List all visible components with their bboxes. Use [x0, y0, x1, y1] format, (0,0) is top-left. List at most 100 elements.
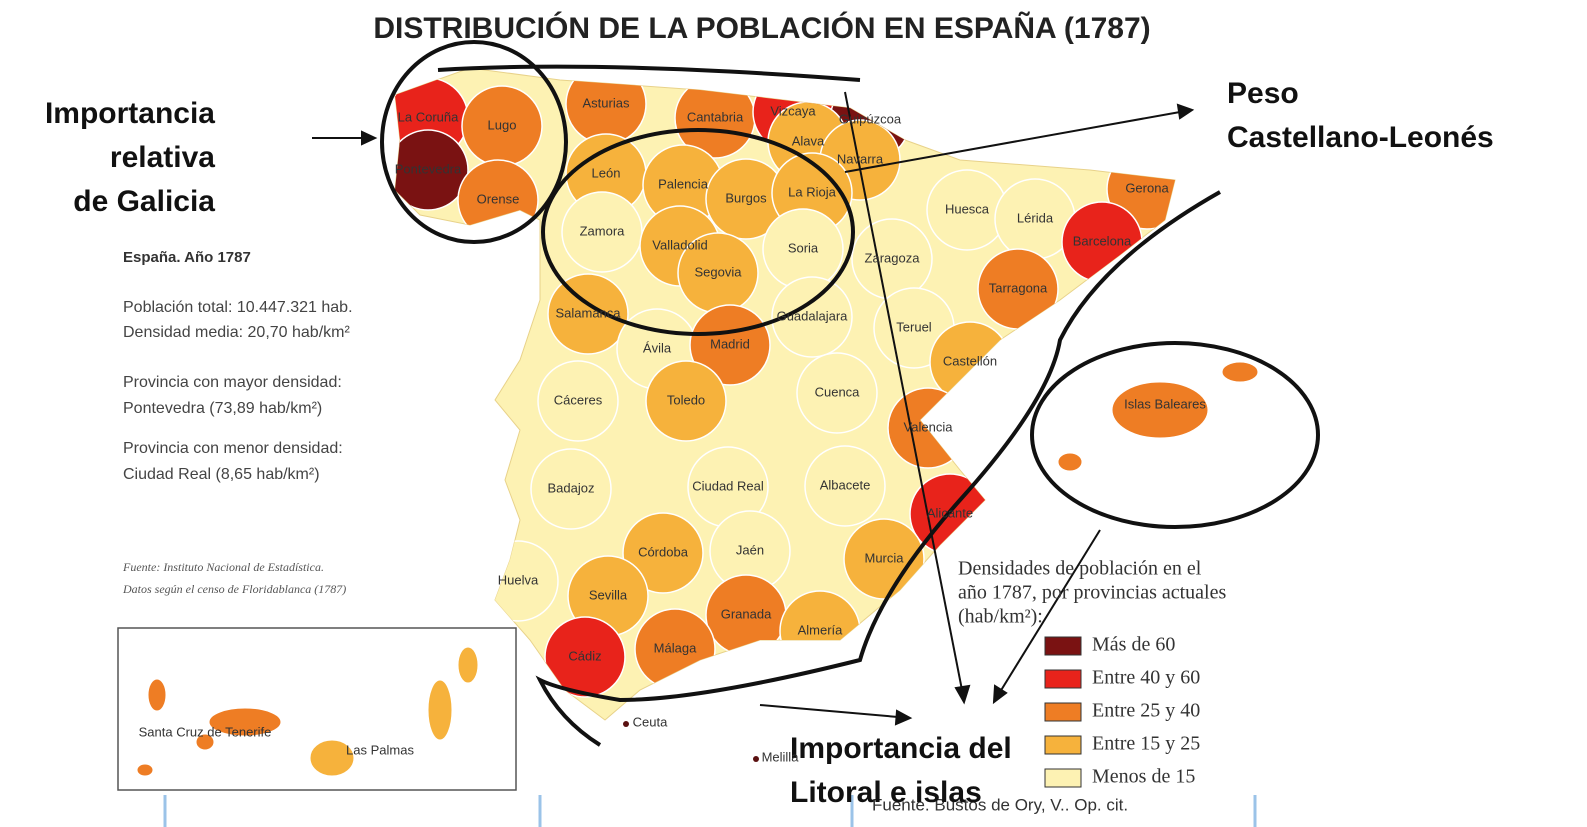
- province-label: Cuenca: [815, 384, 861, 399]
- annotation: Litoral e islas: [790, 776, 982, 809]
- legend-title: año 1787, por provincias actuales: [958, 582, 1226, 604]
- province-label: Gerona: [1125, 180, 1169, 195]
- province: [544, 616, 626, 698]
- canary-inset: [117, 627, 517, 791]
- coast-curve: [535, 190, 1221, 747]
- city-label: Melilla: [762, 749, 800, 764]
- legend-swatch: [1044, 735, 1082, 755]
- province: [771, 276, 853, 358]
- city-dot: [753, 756, 759, 762]
- province-label: Navarra: [837, 151, 884, 166]
- legend-label: Entre 40 y 60: [1092, 667, 1200, 689]
- footer: Fuente. Bustos de Ory, V.. Op. cit.: [872, 795, 1128, 814]
- title: DISTRIBUCIÓN DE LA POBLACIÓN EN ESPAÑA (…: [373, 11, 1150, 45]
- province-label: Murcia: [864, 550, 904, 565]
- arrows: [312, 91, 1195, 726]
- islands: [136, 361, 1259, 777]
- annotation-drawings: [380, 40, 1320, 747]
- province-label: Salamanca: [555, 305, 621, 320]
- info-line: Densidad media: 20,70 hab/km²: [123, 324, 350, 341]
- annotation: Peso: [1227, 77, 1299, 110]
- island: [1057, 452, 1083, 472]
- province-label: Cantabria: [687, 109, 744, 124]
- province-label: Zaragoza: [865, 250, 921, 265]
- legend-swatch: [1044, 702, 1082, 722]
- city-dot: [623, 721, 629, 727]
- province-label: Santa Cruz de Tenerife: [139, 724, 272, 739]
- province-label: Islas Baleares: [1124, 396, 1206, 411]
- province-label: Badajoz: [548, 480, 595, 495]
- island: [147, 678, 167, 712]
- province: [645, 360, 727, 442]
- province-label: Valladolid: [652, 237, 707, 252]
- arrow-head: [361, 130, 378, 146]
- castilla-circle: [541, 128, 855, 336]
- legend-swatch: [1044, 768, 1082, 788]
- city-label: Ceuta: [633, 714, 668, 729]
- province-label: Jaén: [736, 542, 764, 557]
- arrow-head: [954, 684, 971, 705]
- info-line: Pontevedra (73,89 hab/km²): [123, 400, 322, 417]
- province-label: León: [592, 165, 621, 180]
- province-label: Lugo: [488, 117, 517, 132]
- coast-line: [437, 64, 861, 82]
- legend-title: Densidades de población en el: [958, 558, 1202, 580]
- province-label: Palencia: [658, 176, 709, 191]
- arrow: [844, 91, 963, 691]
- island: [1111, 381, 1209, 439]
- annotation: relativa: [110, 141, 215, 174]
- legend-label: Más de 60: [1092, 634, 1175, 656]
- legend-swatch: [1044, 669, 1082, 689]
- island: [195, 733, 215, 751]
- province-label: Orense: [477, 191, 520, 206]
- province-label: Ciudad Real: [692, 478, 764, 493]
- province: [622, 512, 704, 594]
- arrow-head: [992, 684, 1008, 705]
- province-label: Castellón: [943, 353, 997, 368]
- province-label: Zamora: [580, 223, 626, 238]
- province-label: Burgos: [725, 190, 767, 205]
- province-label: Soria: [788, 240, 819, 255]
- legend-label: Entre 25 y 40: [1092, 700, 1200, 722]
- province-label: Guipúzcoa: [839, 111, 902, 126]
- province-label: Alicante: [927, 505, 973, 520]
- arrow: [844, 111, 1181, 173]
- province: [689, 304, 771, 386]
- province: [395, 129, 469, 211]
- province-label: Málaga: [654, 640, 697, 655]
- province-label: Ávila: [643, 340, 672, 355]
- islands-circle: [1030, 341, 1320, 529]
- province-label: Valencia: [904, 419, 954, 434]
- legend-label: Menos de 15: [1092, 766, 1195, 788]
- province-label: Segovia: [695, 264, 743, 279]
- province-label: Cádiz: [568, 648, 601, 663]
- island: [309, 739, 355, 777]
- annotation: Importancia del: [790, 732, 1012, 765]
- info-line: Provincia con mayor densidad:: [123, 374, 342, 391]
- annotation: Importancia: [45, 97, 215, 130]
- province-label: Tarragona: [989, 280, 1048, 295]
- province: [804, 445, 886, 527]
- province-label: La Coruña: [398, 109, 459, 124]
- annotation: de Galicia: [73, 185, 215, 218]
- province-label: Madrid: [710, 336, 750, 351]
- annotation: Castellano-Leonés: [1227, 121, 1494, 154]
- info-line: Provincia con menor densidad:: [123, 440, 343, 457]
- legend-title: (hab/km²):: [958, 606, 1043, 628]
- arrow-head: [894, 709, 913, 726]
- province-label: Huesca: [945, 201, 990, 216]
- province-label: Lérida: [1017, 210, 1054, 225]
- province-label: Almería: [798, 622, 844, 637]
- province: [537, 360, 619, 442]
- province-label: Toledo: [667, 392, 705, 407]
- province: [530, 448, 612, 530]
- province: [547, 273, 629, 355]
- source: Fuente: Instituto Nacional de Estadístic…: [122, 560, 324, 574]
- province-label: La Rioja: [788, 184, 836, 199]
- province: [796, 352, 878, 434]
- source: Datos según el censo de Floridablanca (1…: [122, 582, 346, 596]
- province-label: Asturias: [583, 95, 630, 110]
- province-label: Guadalajara: [777, 308, 849, 323]
- province-label: Vizcaya: [770, 103, 816, 118]
- arrow-head: [1176, 103, 1195, 120]
